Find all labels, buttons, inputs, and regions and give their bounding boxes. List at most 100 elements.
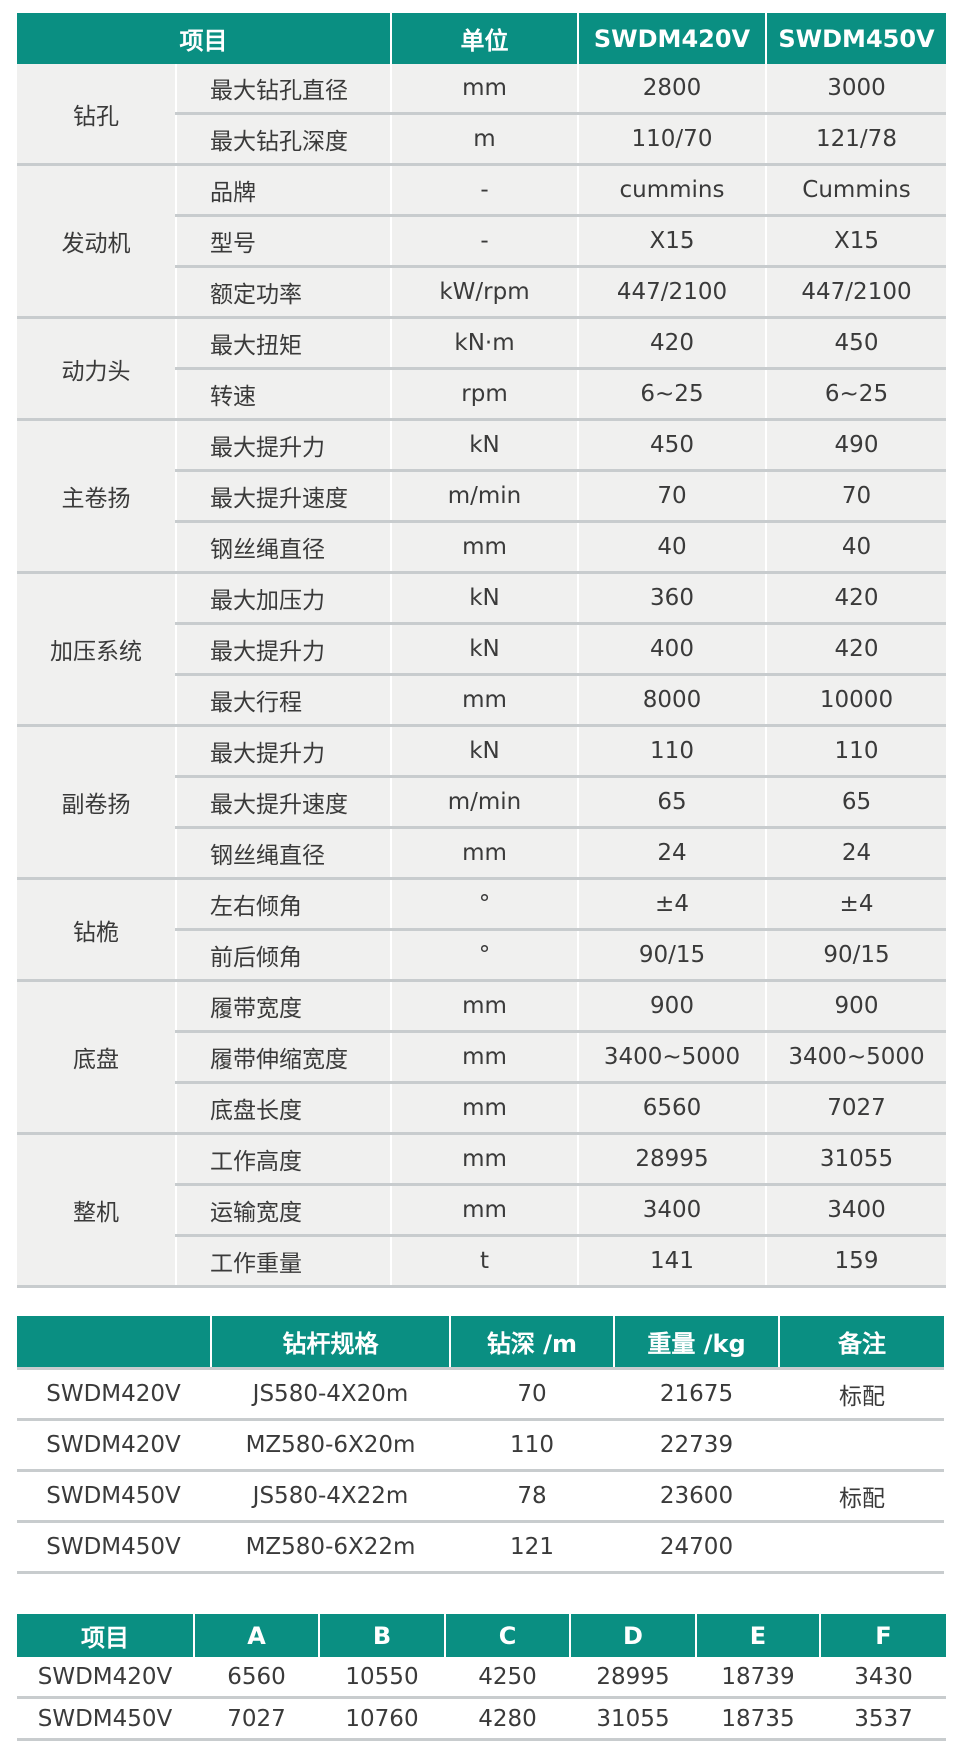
unit: kN·m [390,317,579,370]
dimension-cell: 18739 [695,1657,821,1699]
value-model2: 450 [765,317,946,370]
dimension-cell: 18735 [695,1697,821,1741]
value-model1: 141 [577,1235,767,1288]
dimension-cell: 28995 [569,1657,697,1699]
rod-header-cell [17,1316,212,1370]
spec-row: 最大行程 mm 8000 10000 [17,674,946,727]
dimension-header-cell: D [569,1614,697,1657]
unit: mm [390,980,579,1033]
item-name: 最大钻孔直径 [175,64,392,115]
spec-row: 最大提升速度 m/min 70 70 [17,470,946,523]
drill-rod-table: 钻杆规格 钻深 /m 重量 /kg 备注 SWDM420V JS580-4X20m 70 2… [17,1316,944,1574]
item-name: 钢丝绳直径 [176,521,392,574]
rod-header-cell: 重量 /kg [613,1316,780,1370]
item-name: 底盘长度 [176,1082,392,1135]
dimension-cell: 10760 [318,1697,446,1741]
value-model1: 110/70 [577,113,767,166]
value-model1: 65 [577,776,767,829]
value-model1: 6~25 [577,368,767,421]
dimension-header-cell: E [695,1614,821,1657]
value-model1: 6560 [577,1082,767,1135]
unit: mm [390,827,579,880]
dimension-header-cell: A [193,1614,320,1657]
unit: m/min [390,470,579,523]
item-name: 前后倾角 [176,929,392,982]
dimension-cell: 6560 [193,1657,320,1699]
spec-row: 履带伸缩宽度 mm 3400~5000 3400~5000 [17,1031,946,1084]
value-model1: 8000 [577,674,767,727]
unit: mm [390,64,579,115]
rod-cell: JS580-4X22m [210,1470,451,1523]
unit: rpm [390,368,579,421]
value-model1: cummins [577,164,767,217]
rod-cell: MZ580-6X20m [210,1419,451,1472]
value-model2: 3400~5000 [765,1031,946,1084]
rod-cell: 22739 [613,1419,780,1472]
rod-cell: 标配 [778,1470,944,1523]
rod-cell: SWDM420V [17,1419,212,1472]
value-model2: 90/15 [765,929,946,982]
value-model1: 450 [577,419,767,472]
dimension-cell: 4280 [444,1697,571,1741]
unit: mm [390,674,579,727]
value-model2: 70 [765,470,946,523]
value-model2: 420 [765,623,946,676]
dimension-cell: 10550 [318,1657,446,1699]
value-model2: 110 [765,725,946,778]
value-model2: 490 [765,419,946,472]
unit: kN [390,725,579,778]
spec-row: 发动机 品牌 - cummins Cummins [17,164,946,319]
item-name: 最大提升速度 [176,776,392,829]
dimension-row: SWDM450V 7027 10760 4280 31055 18735 3537 [17,1697,946,1741]
group-label: 钻桅 [17,878,177,982]
rod-cell: JS580-4X20m [210,1368,451,1421]
rod-cell: 70 [449,1368,615,1421]
spec-row: 型号 - X15 X15 [17,215,946,268]
item-name: 履带伸缩宽度 [176,1031,392,1084]
header-model1: SWDM420V [577,13,767,64]
spec-row: 底盘 履带宽度 mm 900 900 [17,980,946,1135]
spec-row: 最大提升速度 m/min 65 65 [17,776,946,829]
rod-header-row: 钻杆规格 钻深 /m 重量 /kg 备注 [17,1316,944,1370]
rod-row: SWDM450V MZ580-6X22m 121 24700 [17,1521,944,1574]
rod-cell: 78 [449,1470,615,1523]
group-label: 整机 [17,1133,177,1288]
unit: kN [390,623,579,676]
item-name: 最大提升力 [175,419,392,472]
value-model1: 420 [577,317,767,370]
value-model1: 70 [577,470,767,523]
value-model2: 900 [765,980,946,1033]
spec-row: 最大钻孔深度 m 110/70 121/78 [17,113,946,166]
spec-row: 钢丝绳直径 mm 24 24 [17,827,946,880]
dimension-table: 项目 A B C D E F SWDM420V 6560 10550 4250 28995 18739… [17,1614,946,1741]
item-name: 最大加压力 [175,572,392,625]
dimension-cell: 4250 [444,1657,571,1699]
value-model2: 24 [765,827,946,880]
value-model2: 7027 [765,1082,946,1135]
value-model2: 159 [765,1235,946,1288]
spec-table: 项目 单位 SWDM420V SWDM450V 钻孔 最大钻孔直径 mm 2800 30… [17,13,946,1288]
spec-row: 加压系统 最大加压力 kN 360 420 [17,572,946,727]
spec-row: 钻桅 左右倾角 ° ±4 ±4 [17,878,946,982]
rod-cell [778,1521,944,1574]
dimension-body: SWDM420V 6560 10550 4250 28995 18739 3430 SWDM4… [17,1657,946,1741]
unit: mm [390,1133,579,1186]
value-model1: 900 [577,980,767,1033]
item-name: 最大行程 [176,674,392,727]
value-model1: 400 [577,623,767,676]
value-model2: ±4 [765,878,946,931]
dimension-header-cell: C [444,1614,571,1657]
unit: m [390,113,579,166]
rod-row: SWDM420V JS580-4X20m 70 21675 标配 [17,1368,944,1421]
value-model1: 28995 [577,1133,767,1186]
spec-row: 底盘长度 mm 6560 7027 [17,1082,946,1135]
spec-row: 钻孔 最大钻孔直径 mm 2800 3000 [17,64,946,166]
spec-row: 整机 工作高度 mm 28995 31055 [17,1133,946,1288]
rod-cell: 标配 [778,1368,944,1421]
item-name: 运输宽度 [176,1184,392,1237]
item-name: 型号 [176,215,392,268]
value-model2: 6~25 [765,368,946,421]
item-name: 最大提升力 [175,725,392,778]
rod-cell: SWDM420V [17,1368,212,1421]
spec-row: 主卷扬 最大提升力 kN 450 490 [17,419,946,574]
